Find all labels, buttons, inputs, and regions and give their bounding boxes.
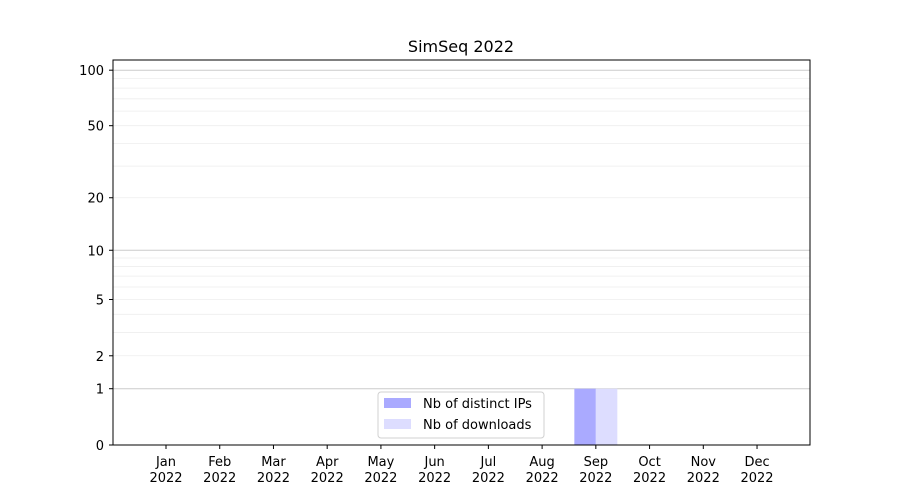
y-tick-label: 20 [87,192,104,207]
chart-title: SimSeq 2022 [408,37,514,56]
y-tick-label: 0 [96,439,104,454]
plot-area-frame [112,59,811,446]
legend-swatch [384,419,411,429]
legend-label: Nb of downloads [423,418,532,433]
x-tick-label: Jan 2022 [149,455,182,486]
y-tick-label: 50 [87,120,104,135]
y-tick-label: 10 [87,244,104,259]
legend-box [377,391,545,439]
x-tick-label: Apr 2022 [311,455,344,486]
x-tick-label: Oct 2022 [633,455,666,486]
bar-downloads [595,388,618,445]
y-tick-label: 100 [79,64,104,79]
y-tick-label: 1 [96,383,104,398]
legend-label: Nb of distinct IPs [423,397,532,412]
x-tick-label: May 2022 [364,455,397,486]
x-tick-label: Jun 2022 [418,455,451,486]
x-tick-label: Jul 2022 [472,455,505,486]
legend-swatch [384,398,411,408]
x-tick-label: Nov 2022 [687,455,720,486]
y-tick-label: 5 [96,293,104,308]
legend: Nb of distinct IPs Nb of downloads [377,391,545,439]
y-tick-label: 2 [96,350,104,365]
x-tick-label: Feb 2022 [203,455,236,486]
x-tick-label: Sep 2022 [579,455,612,486]
x-tick-label: Aug 2022 [526,455,559,486]
x-tick-label: Dec 2022 [740,455,773,486]
x-tick-label: Mar 2022 [257,455,290,486]
bar-distinct-ips [574,388,596,445]
